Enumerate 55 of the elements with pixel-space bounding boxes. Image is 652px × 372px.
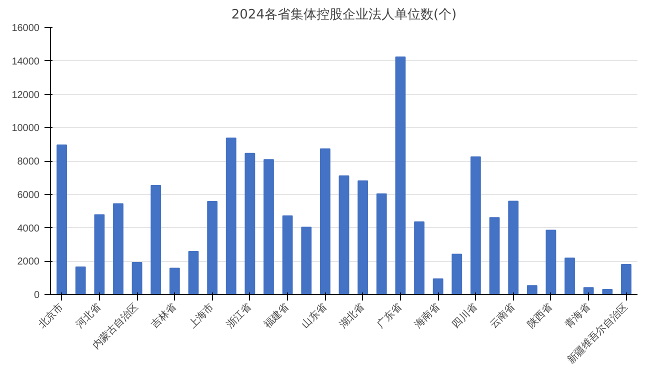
y-tick-label: 0 [34,290,40,301]
bar [489,217,500,294]
bar [244,152,256,294]
x-tick-label: 上海市 [186,300,216,331]
bar [470,156,481,294]
y-tick-label: 2000 [17,256,40,268]
bar [301,226,312,294]
x-tick-label: 吉林省 [148,300,179,331]
x-tick-label: 山东省 [299,300,330,331]
bar [602,288,613,294]
bar [264,159,274,294]
x-tick-label: 海南省 [412,300,442,331]
bar [546,230,556,294]
x-tick-label: 四川省 [450,300,480,331]
bar [56,144,67,294]
bar [395,56,406,294]
x-tick-label: 云南省 [488,300,518,331]
y-tick-label: 16000 [12,23,40,34]
x-tick-label: 河北省 [74,300,104,331]
y-tick-label: 12000 [12,90,40,101]
bar [320,148,330,294]
y-tick-label: 6000 [17,190,40,201]
bar [132,262,142,294]
bar [414,221,424,294]
bar [207,201,218,294]
bar [150,185,162,294]
bar [113,203,124,294]
bar [526,285,538,294]
bar [188,250,199,294]
bar [621,264,632,294]
bar [282,215,293,294]
x-tick-label: 陕西省 [525,300,555,331]
x-tick-label: 青海省 [562,300,592,331]
bar [432,278,444,294]
x-tick-label: 广东省 [374,300,404,331]
bar [564,258,575,294]
x-tick-label: 湖北省 [337,300,367,331]
bar [508,200,519,294]
y-tick-label: 10000 [12,123,40,134]
bar [338,175,350,294]
bar [94,214,105,294]
y-tick-label: 14000 [12,56,40,68]
bar [169,268,180,294]
y-tick-label: 4000 [17,223,40,234]
x-tick-label: 福建省 [262,300,292,331]
x-tick-label: 北京市 [36,300,66,331]
y-tick-label: 8000 [17,156,40,168]
x-tick-label: 浙江省 [224,300,254,331]
bar [376,193,387,294]
bar [75,266,86,294]
bar [583,287,594,294]
bar [358,180,368,294]
bar [452,254,462,294]
chart-title: 2024各省集体控股企业法人单位数(个) [231,8,457,22]
bar [226,138,236,294]
